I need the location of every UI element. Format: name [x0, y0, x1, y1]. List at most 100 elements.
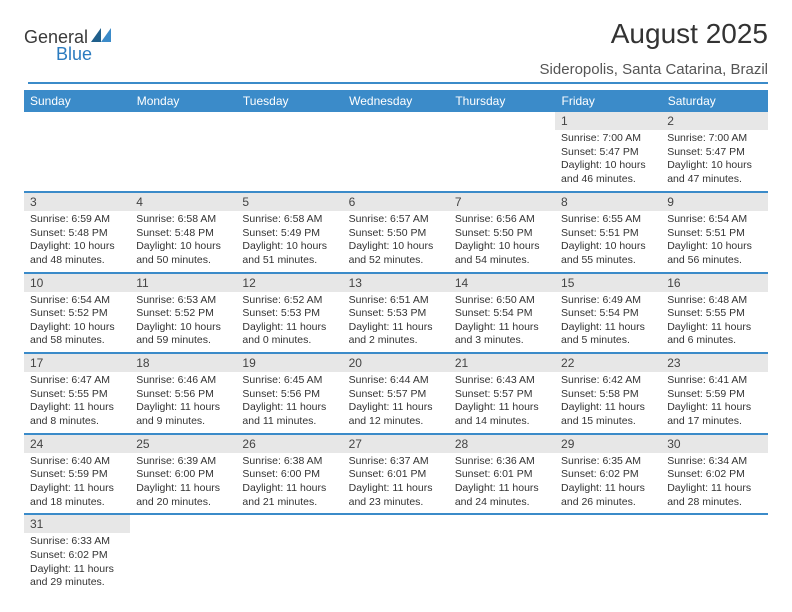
calendar-cell: [449, 112, 555, 192]
day-details: Sunrise: 6:47 AMSunset: 5:55 PMDaylight:…: [24, 372, 130, 433]
calendar-cell: 2Sunrise: 7:00 AMSunset: 5:47 PMDaylight…: [661, 112, 767, 192]
calendar-cell: [130, 514, 236, 594]
calendar-table: Sunday Monday Tuesday Wednesday Thursday…: [24, 90, 768, 594]
day-number: 8: [555, 193, 661, 211]
calendar-cell: 16Sunrise: 6:48 AMSunset: 5:55 PMDayligh…: [661, 273, 767, 354]
weekday-header: Thursday: [449, 90, 555, 112]
day-details: Sunrise: 6:41 AMSunset: 5:59 PMDaylight:…: [661, 372, 767, 433]
day-details: Sunrise: 6:56 AMSunset: 5:50 PMDaylight:…: [449, 211, 555, 272]
day-details: Sunrise: 6:39 AMSunset: 6:00 PMDaylight:…: [130, 453, 236, 514]
day-number: 3: [24, 193, 130, 211]
calendar-cell: [449, 514, 555, 594]
day-details: Sunrise: 7:00 AMSunset: 5:47 PMDaylight:…: [661, 130, 767, 191]
calendar-cell: 4Sunrise: 6:58 AMSunset: 5:48 PMDaylight…: [130, 192, 236, 273]
day-details: Sunrise: 6:50 AMSunset: 5:54 PMDaylight:…: [449, 292, 555, 353]
calendar-cell: 12Sunrise: 6:52 AMSunset: 5:53 PMDayligh…: [236, 273, 342, 354]
calendar-cell: 19Sunrise: 6:45 AMSunset: 5:56 PMDayligh…: [236, 353, 342, 434]
day-number: 7: [449, 193, 555, 211]
day-number: 20: [343, 354, 449, 372]
calendar-cell: 15Sunrise: 6:49 AMSunset: 5:54 PMDayligh…: [555, 273, 661, 354]
day-number: 24: [24, 435, 130, 453]
day-details: Sunrise: 6:54 AMSunset: 5:52 PMDaylight:…: [24, 292, 130, 353]
day-details: Sunrise: 6:48 AMSunset: 5:55 PMDaylight:…: [661, 292, 767, 353]
day-number: 26: [236, 435, 342, 453]
day-details: Sunrise: 6:40 AMSunset: 5:59 PMDaylight:…: [24, 453, 130, 514]
day-details: Sunrise: 6:43 AMSunset: 5:57 PMDaylight:…: [449, 372, 555, 433]
day-details: Sunrise: 6:51 AMSunset: 5:53 PMDaylight:…: [343, 292, 449, 353]
calendar-cell: [236, 112, 342, 192]
calendar-cell: 14Sunrise: 6:50 AMSunset: 5:54 PMDayligh…: [449, 273, 555, 354]
calendar-cell: 1Sunrise: 7:00 AMSunset: 5:47 PMDaylight…: [555, 112, 661, 192]
day-details: Sunrise: 6:44 AMSunset: 5:57 PMDaylight:…: [343, 372, 449, 433]
calendar-cell: 25Sunrise: 6:39 AMSunset: 6:00 PMDayligh…: [130, 434, 236, 515]
day-number: 18: [130, 354, 236, 372]
day-number: 4: [130, 193, 236, 211]
calendar-cell: 22Sunrise: 6:42 AMSunset: 5:58 PMDayligh…: [555, 353, 661, 434]
weekday-header: Wednesday: [343, 90, 449, 112]
calendar-cell: 28Sunrise: 6:36 AMSunset: 6:01 PMDayligh…: [449, 434, 555, 515]
day-details: Sunrise: 6:57 AMSunset: 5:50 PMDaylight:…: [343, 211, 449, 272]
weekday-header: Tuesday: [236, 90, 342, 112]
day-details: Sunrise: 6:54 AMSunset: 5:51 PMDaylight:…: [661, 211, 767, 272]
day-number: 19: [236, 354, 342, 372]
calendar-cell: 9Sunrise: 6:54 AMSunset: 5:51 PMDaylight…: [661, 192, 767, 273]
day-details: Sunrise: 6:59 AMSunset: 5:48 PMDaylight:…: [24, 211, 130, 272]
weekday-row: Sunday Monday Tuesday Wednesday Thursday…: [24, 90, 768, 112]
calendar-row: 3Sunrise: 6:59 AMSunset: 5:48 PMDaylight…: [24, 192, 768, 273]
calendar-cell: 11Sunrise: 6:53 AMSunset: 5:52 PMDayligh…: [130, 273, 236, 354]
day-number: 14: [449, 274, 555, 292]
weekday-header: Sunday: [24, 90, 130, 112]
day-details: Sunrise: 6:35 AMSunset: 6:02 PMDaylight:…: [555, 453, 661, 514]
day-number: 31: [24, 515, 130, 533]
day-number: 30: [661, 435, 767, 453]
calendar-cell: 3Sunrise: 6:59 AMSunset: 5:48 PMDaylight…: [24, 192, 130, 273]
calendar-cell: [555, 514, 661, 594]
day-details: Sunrise: 6:33 AMSunset: 6:02 PMDaylight:…: [24, 533, 130, 594]
calendar-cell: 7Sunrise: 6:56 AMSunset: 5:50 PMDaylight…: [449, 192, 555, 273]
calendar-cell: 20Sunrise: 6:44 AMSunset: 5:57 PMDayligh…: [343, 353, 449, 434]
calendar-cell: 6Sunrise: 6:57 AMSunset: 5:50 PMDaylight…: [343, 192, 449, 273]
day-details: Sunrise: 7:00 AMSunset: 5:47 PMDaylight:…: [555, 130, 661, 191]
day-details: Sunrise: 6:45 AMSunset: 5:56 PMDaylight:…: [236, 372, 342, 433]
day-details: Sunrise: 6:34 AMSunset: 6:02 PMDaylight:…: [661, 453, 767, 514]
calendar-cell: 26Sunrise: 6:38 AMSunset: 6:00 PMDayligh…: [236, 434, 342, 515]
day-number: 23: [661, 354, 767, 372]
day-number: 2: [661, 112, 767, 130]
day-number: 9: [661, 193, 767, 211]
day-number: 12: [236, 274, 342, 292]
day-number: 5: [236, 193, 342, 211]
calendar-cell: [236, 514, 342, 594]
calendar-cell: [24, 112, 130, 192]
day-number: 15: [555, 274, 661, 292]
calendar-cell: 31Sunrise: 6:33 AMSunset: 6:02 PMDayligh…: [24, 514, 130, 594]
calendar-cell: 21Sunrise: 6:43 AMSunset: 5:57 PMDayligh…: [449, 353, 555, 434]
day-number: 28: [449, 435, 555, 453]
day-details: Sunrise: 6:49 AMSunset: 5:54 PMDaylight:…: [555, 292, 661, 353]
calendar-cell: [130, 112, 236, 192]
day-number: 10: [24, 274, 130, 292]
calendar-cell: 29Sunrise: 6:35 AMSunset: 6:02 PMDayligh…: [555, 434, 661, 515]
calendar-cell: [661, 514, 767, 594]
day-number: 27: [343, 435, 449, 453]
day-details: Sunrise: 6:37 AMSunset: 6:01 PMDaylight:…: [343, 453, 449, 514]
day-number: 25: [130, 435, 236, 453]
calendar-cell: 5Sunrise: 6:58 AMSunset: 5:49 PMDaylight…: [236, 192, 342, 273]
day-number: 22: [555, 354, 661, 372]
calendar-row: 24Sunrise: 6:40 AMSunset: 5:59 PMDayligh…: [24, 434, 768, 515]
day-details: Sunrise: 6:53 AMSunset: 5:52 PMDaylight:…: [130, 292, 236, 353]
calendar-row: 10Sunrise: 6:54 AMSunset: 5:52 PMDayligh…: [24, 273, 768, 354]
day-details: Sunrise: 6:46 AMSunset: 5:56 PMDaylight:…: [130, 372, 236, 433]
day-number: 1: [555, 112, 661, 130]
day-number: 13: [343, 274, 449, 292]
weekday-header: Friday: [555, 90, 661, 112]
day-details: Sunrise: 6:58 AMSunset: 5:49 PMDaylight:…: [236, 211, 342, 272]
calendar-cell: 27Sunrise: 6:37 AMSunset: 6:01 PMDayligh…: [343, 434, 449, 515]
calendar-cell: 24Sunrise: 6:40 AMSunset: 5:59 PMDayligh…: [24, 434, 130, 515]
day-details: Sunrise: 6:52 AMSunset: 5:53 PMDaylight:…: [236, 292, 342, 353]
calendar-cell: 17Sunrise: 6:47 AMSunset: 5:55 PMDayligh…: [24, 353, 130, 434]
calendar-row: 17Sunrise: 6:47 AMSunset: 5:55 PMDayligh…: [24, 353, 768, 434]
day-number: 17: [24, 354, 130, 372]
calendar-cell: 18Sunrise: 6:46 AMSunset: 5:56 PMDayligh…: [130, 353, 236, 434]
calendar-cell: [343, 514, 449, 594]
day-number: 11: [130, 274, 236, 292]
